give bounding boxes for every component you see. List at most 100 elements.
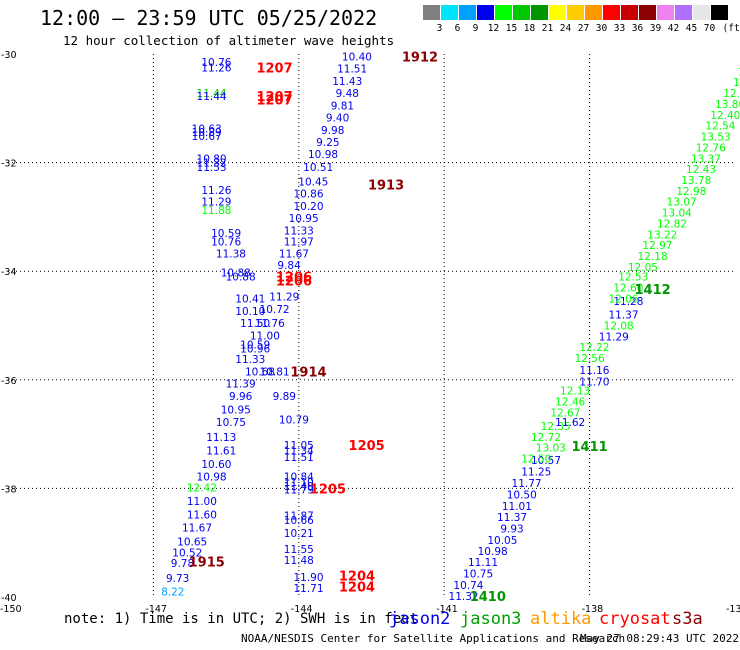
lat-label: -38 — [1, 484, 17, 495]
color-scale-label: 30 — [595, 23, 608, 34]
color-swatch — [693, 5, 710, 20]
wave-height-label: 10.89 — [192, 127, 222, 139]
wave-height-label: 11.60 — [187, 509, 217, 521]
wave-height-label: 10.21 — [284, 528, 314, 540]
wave-height-label: 11.50 — [240, 318, 270, 330]
wave-height-label: 12.2 — [723, 88, 740, 100]
track-time-label: 1914 — [290, 366, 326, 381]
wave-height-label: 12.82 — [657, 218, 687, 230]
track-time-label: 1207 — [256, 62, 292, 77]
wave-height-label: 9.93 — [500, 524, 523, 536]
wave-height-label: 10.79 — [279, 414, 309, 426]
wave-height-label: 12.13 — [560, 386, 590, 398]
wave-height-label: 10.76 — [201, 57, 231, 69]
wave-height-label: 11.29 — [201, 197, 231, 209]
wave-height-label: 10.63 — [192, 123, 222, 135]
wave-height-label: 11.34 — [284, 445, 314, 457]
color-swatch — [477, 5, 494, 20]
lon-label: -144 — [291, 604, 313, 615]
wave-height-label: 10.05 — [487, 535, 517, 547]
wave-height-label: 11.33 — [284, 225, 314, 237]
wave-height-label: 12 — [738, 66, 740, 78]
lon-label: -150 — [0, 604, 22, 615]
wave-height-label: 11.44 — [197, 91, 227, 103]
wave-height-label: 13.22 — [647, 229, 677, 241]
wave-height-label: 11.29 — [269, 292, 299, 304]
color-swatch — [711, 5, 728, 20]
wave-height-label: 10.98 — [478, 546, 508, 558]
color-scale-label: 6 — [454, 23, 461, 34]
color-scale-label: 70 — [703, 23, 716, 34]
wave-height-label: 11.10 — [284, 477, 314, 489]
wave-height-label: 10.88 — [226, 272, 256, 284]
track-time-label: 1206 — [276, 274, 312, 289]
wave-height-label: 10.84 — [284, 471, 314, 483]
wave-height-label: 10.40 — [342, 52, 372, 64]
wave-height-label: 12.56 — [575, 353, 605, 365]
color-swatch — [531, 5, 548, 20]
color-scale-unit: (ft) — [722, 23, 740, 34]
wave-height-label: 13.03 — [536, 443, 566, 455]
wave-height-label: 11.33 — [235, 354, 265, 366]
wave-height-label: 11.25 — [521, 467, 551, 479]
wave-height-label: 12.08 — [604, 321, 634, 333]
wave-height-label: 10.60 — [201, 459, 231, 471]
wave-height-label: 13.07 — [667, 197, 697, 209]
track-time-label: 1205 — [349, 439, 385, 454]
track-time-label: 1207 — [256, 90, 292, 105]
wave-height-label: 12.42 — [187, 482, 217, 494]
color-scale-label: 9 — [472, 23, 479, 34]
wave-height-label: 11.32 — [197, 158, 227, 170]
wave-height-label: 10.68 — [245, 367, 275, 379]
track-time-label: 1912 — [402, 51, 438, 66]
credit-text: NOAA/NESDIS Center for Satellite Applica… — [241, 632, 626, 645]
track-time-label: 1204 — [339, 581, 375, 596]
wave-height-label: 11.71 — [293, 583, 323, 595]
wave-height-label: 11.67 — [182, 522, 212, 534]
track-time-label: 1206 — [276, 271, 312, 286]
color-scale-label: 45 — [685, 23, 698, 34]
wave-height-label: 10.88 — [221, 267, 251, 279]
wave-height-label: 11.48 — [284, 555, 314, 567]
wave-height-label: 9.98 — [321, 125, 344, 137]
wave-height-label: 12.40 — [710, 110, 740, 122]
map-subtitle: 12 hour collection of altimeter wave hei… — [63, 33, 395, 48]
wave-height-label: 11.01 — [502, 501, 532, 513]
wave-height-label: 10.81 — [260, 367, 290, 379]
wave-height-label: 12.54 — [705, 121, 735, 133]
wave-height-label: 11.00 — [187, 496, 217, 508]
color-scale-label: 3 — [436, 23, 443, 34]
wave-height-label: 10.57 — [531, 455, 561, 467]
wave-height-label: 10.75 — [216, 417, 246, 429]
wave-height-label: 11.53 — [197, 162, 227, 174]
wave-height-label: 10.74 — [453, 580, 483, 592]
wave-height-label: 9.48 — [336, 88, 359, 100]
wave-height-label: 11.13 — [206, 432, 236, 444]
wave-height-label: 10.72 — [260, 304, 290, 316]
wave-height-label: 12.97 — [642, 240, 672, 252]
wave-height-label: 11.51 — [337, 64, 367, 76]
color-swatch — [657, 5, 674, 20]
track-time-label: 1205 — [310, 482, 346, 497]
wave-height-label: 9.84 — [277, 260, 301, 272]
wave-height-label: 11.55 — [284, 544, 314, 556]
wave-height-label: 10.45 — [298, 177, 328, 189]
wave-height-label: 10.20 — [293, 201, 323, 213]
wave-height-label: 12.22 — [579, 342, 609, 354]
wave-height-label: 11.62 — [555, 417, 585, 429]
map-title: 12:00 – 23:59 UTC 05/25/2022 — [40, 6, 378, 30]
wave-height-label: 11.00 — [250, 330, 280, 342]
legend-s3a: s3a — [672, 609, 703, 629]
track-time-label: 1207 — [256, 94, 292, 109]
wave-height-label: 11.37 — [497, 512, 527, 524]
lon-label: -138 — [582, 604, 604, 615]
wave-height-label: 11.40 — [284, 481, 314, 493]
wave-height-label: 11.76 — [255, 318, 285, 330]
wave-height-label: 11.05 — [284, 440, 314, 452]
wave-height-label: 10.86 — [293, 189, 323, 201]
wave-height-label: 11.16 — [579, 365, 609, 377]
wave-height-label: 12.18 — [638, 251, 668, 263]
wave-height-label: 13.80 — [715, 99, 740, 111]
wave-height-label: 10.75 — [463, 569, 493, 581]
